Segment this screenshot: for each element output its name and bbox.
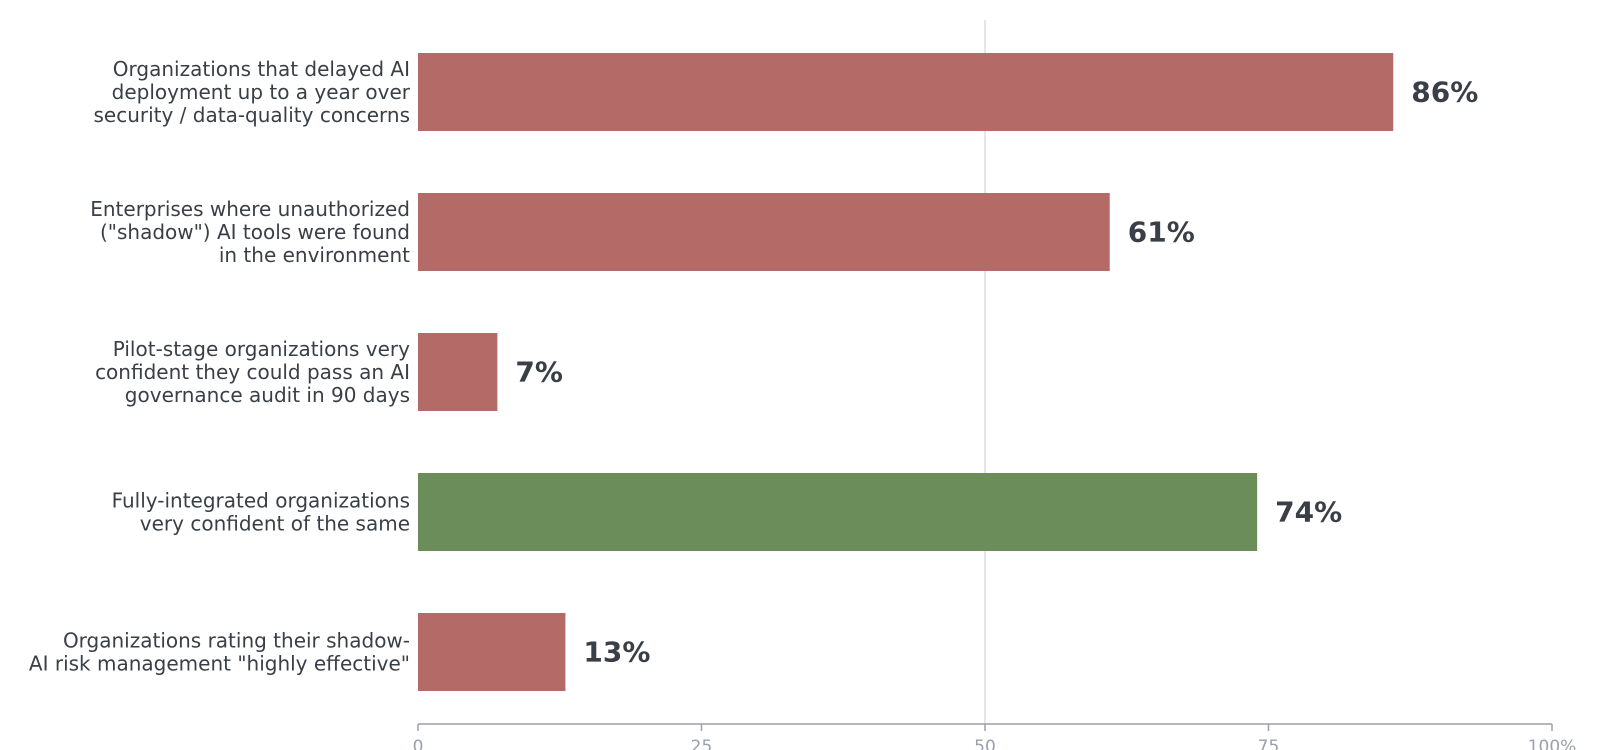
category-label-line: Pilot-stage organizations very bbox=[113, 337, 410, 361]
category-label-4: Fully-integrated organizations very confi… bbox=[112, 489, 410, 536]
category-label-line: ("shadow") AI tools were found bbox=[100, 220, 410, 244]
x-tick-label-0: 0 bbox=[413, 737, 424, 750]
category-label-line: Fully-integrated organizations bbox=[112, 489, 410, 513]
bar-1 bbox=[418, 53, 1394, 131]
category-label-2: Enterprises where unauthorized ("shadow")… bbox=[90, 197, 410, 267]
bar-5 bbox=[418, 613, 566, 691]
value-label-2: 61% bbox=[1128, 216, 1195, 249]
category-label-line: very confident of the same bbox=[140, 512, 410, 536]
category-label-line: security / data-quality concerns bbox=[93, 103, 410, 127]
value-label-1: 86% bbox=[1411, 76, 1478, 109]
category-label-1: Organizations that delayed AI deployment … bbox=[93, 57, 410, 127]
value-label-4: 74% bbox=[1275, 496, 1342, 529]
category-label-line: deployment up to a year over bbox=[112, 80, 411, 104]
category-label-3: Pilot-stage organizations very confident … bbox=[95, 337, 410, 407]
category-label-line: Organizations that delayed AI bbox=[113, 57, 410, 81]
category-label-line: Organizations rating their shadow- bbox=[63, 629, 410, 653]
category-label-5: Organizations rating their shadow-AI ris… bbox=[29, 629, 410, 676]
category-label-line: Enterprises where unauthorized bbox=[90, 197, 410, 221]
x-tick-label-25: 25 bbox=[691, 737, 713, 750]
bar-3 bbox=[418, 333, 498, 411]
category-label-line: confident they could pass an AI bbox=[95, 360, 410, 384]
x-tick-label-100: 100% bbox=[1528, 737, 1577, 750]
x-tick-label-75: 75 bbox=[1258, 737, 1280, 750]
x-tick-label-50: 50 bbox=[974, 737, 996, 750]
bar-2 bbox=[418, 193, 1110, 271]
category-label-line: governance audit in 90 days bbox=[125, 383, 410, 407]
category-label-line: in the environment bbox=[219, 243, 410, 267]
value-label-3: 7% bbox=[515, 356, 563, 389]
category-label-line: AI risk management "highly effective" bbox=[29, 652, 410, 676]
bar-4 bbox=[418, 473, 1258, 551]
value-label-5: 13% bbox=[583, 636, 650, 669]
